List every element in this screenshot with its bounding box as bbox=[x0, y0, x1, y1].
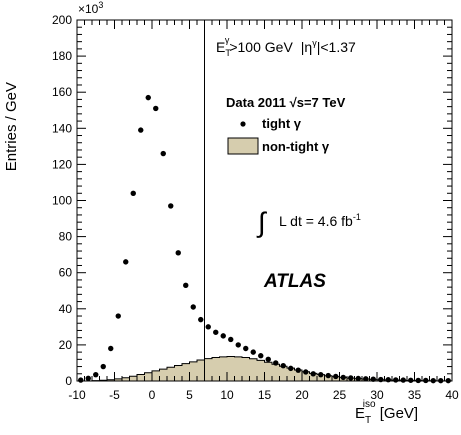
luminosity-label: L dt = 4.6 fb-1 bbox=[279, 212, 361, 229]
x-tick-label: 0 bbox=[149, 388, 156, 402]
tight-data-point bbox=[175, 250, 181, 256]
tight-data-point bbox=[190, 304, 196, 310]
y-tick-label: 80 bbox=[59, 230, 73, 244]
tight-data-point bbox=[310, 371, 316, 377]
tight-data-point bbox=[235, 342, 241, 348]
selection-label: ETγ>100 GeV |ηγ|<1.37 bbox=[216, 35, 356, 58]
tight-data-point bbox=[325, 372, 331, 379]
tight-data-point bbox=[303, 369, 309, 375]
tight-data-point bbox=[115, 313, 121, 319]
atlas-label: ATLAS bbox=[263, 271, 326, 292]
tight-data-point bbox=[138, 127, 144, 133]
x-tick-label: 5 bbox=[186, 388, 193, 402]
tight-data-point bbox=[250, 349, 256, 355]
y-tick-label: 40 bbox=[59, 302, 73, 316]
tight-data-point bbox=[318, 371, 324, 378]
y-tick-label: 20 bbox=[59, 338, 73, 352]
tight-data-point bbox=[100, 363, 106, 370]
tight-data-point bbox=[400, 377, 406, 383]
y-axis-ticks: 0 20 40 60 80 100 120 140 160 180 200 bbox=[52, 13, 452, 388]
x-tick-label: 20 bbox=[295, 388, 309, 402]
tight-data-point bbox=[288, 365, 294, 372]
tight-data-point bbox=[160, 150, 166, 157]
y-tick-label: 0 bbox=[65, 374, 72, 388]
tight-data-point bbox=[265, 356, 271, 363]
y-axis-title: Entries / GeV bbox=[3, 82, 20, 171]
tight-data-point bbox=[220, 333, 226, 339]
tight-data-point bbox=[348, 375, 354, 381]
legend-nontight-swatch bbox=[227, 137, 259, 155]
tight-data-point bbox=[415, 377, 421, 384]
y-tick-label: 160 bbox=[52, 85, 72, 99]
tight-data-point bbox=[198, 316, 204, 323]
y-tick-label: 200 bbox=[52, 13, 72, 27]
tight-photon-points bbox=[78, 94, 451, 384]
tight-data-point bbox=[363, 376, 369, 382]
tight-data-point bbox=[205, 324, 211, 330]
tight-data-point bbox=[408, 377, 414, 383]
y-tick-label: 100 bbox=[52, 194, 72, 208]
tight-data-point bbox=[130, 190, 136, 196]
tight-data-point bbox=[385, 377, 391, 383]
x-axis-ticks: -10 -5 0 5 10 15 20 25 30 35 40 bbox=[68, 20, 459, 402]
tight-data-point bbox=[243, 345, 249, 352]
tight-data-point bbox=[93, 371, 99, 378]
tight-data-point bbox=[333, 373, 339, 380]
tight-data-point bbox=[213, 329, 219, 335]
tight-data-point bbox=[393, 377, 399, 383]
x-tick-label: 40 bbox=[445, 388, 459, 402]
x-tick-label: 30 bbox=[370, 388, 384, 402]
tight-data-point bbox=[258, 353, 264, 359]
tight-data-point bbox=[78, 377, 84, 383]
tight-data-point bbox=[355, 375, 361, 382]
tight-data-point bbox=[228, 336, 234, 343]
y-tick-label: 60 bbox=[59, 266, 73, 280]
legend-tight-label: tight γ bbox=[262, 116, 302, 131]
tight-data-point bbox=[85, 375, 91, 381]
tight-data-point bbox=[183, 282, 189, 289]
tight-data-point bbox=[153, 105, 159, 112]
x-tick-label: 15 bbox=[258, 388, 272, 402]
x-tick-label: 10 bbox=[220, 388, 234, 402]
tight-data-point bbox=[145, 94, 151, 101]
tight-data-point bbox=[295, 367, 301, 373]
x-tick-label: -10 bbox=[68, 388, 86, 402]
integral-sign: ∫ bbox=[256, 207, 268, 238]
tight-data-point bbox=[108, 345, 114, 352]
x-tick-label: -5 bbox=[109, 388, 120, 402]
y-exponent-label: ×103 bbox=[78, 0, 103, 16]
x-axis-title: ETiso [GeV] bbox=[355, 399, 418, 426]
tight-data-point bbox=[123, 259, 129, 265]
legend-tight-marker bbox=[240, 121, 246, 127]
tight-data-point bbox=[273, 360, 279, 366]
y-tick-label: 180 bbox=[52, 49, 72, 63]
x-tick-label: 35 bbox=[408, 388, 422, 402]
legend-header: Data 2011 √s=7 TeV bbox=[226, 95, 346, 110]
tight-data-point bbox=[423, 377, 429, 384]
tight-data-point bbox=[168, 203, 174, 209]
y-tick-label: 120 bbox=[52, 157, 72, 171]
y-tick-label: 140 bbox=[52, 121, 72, 135]
tight-data-point bbox=[340, 374, 346, 381]
legend-nontight-label: non-tight γ bbox=[262, 139, 330, 154]
x-tick-label: 25 bbox=[333, 388, 347, 402]
tight-data-point bbox=[280, 362, 286, 369]
